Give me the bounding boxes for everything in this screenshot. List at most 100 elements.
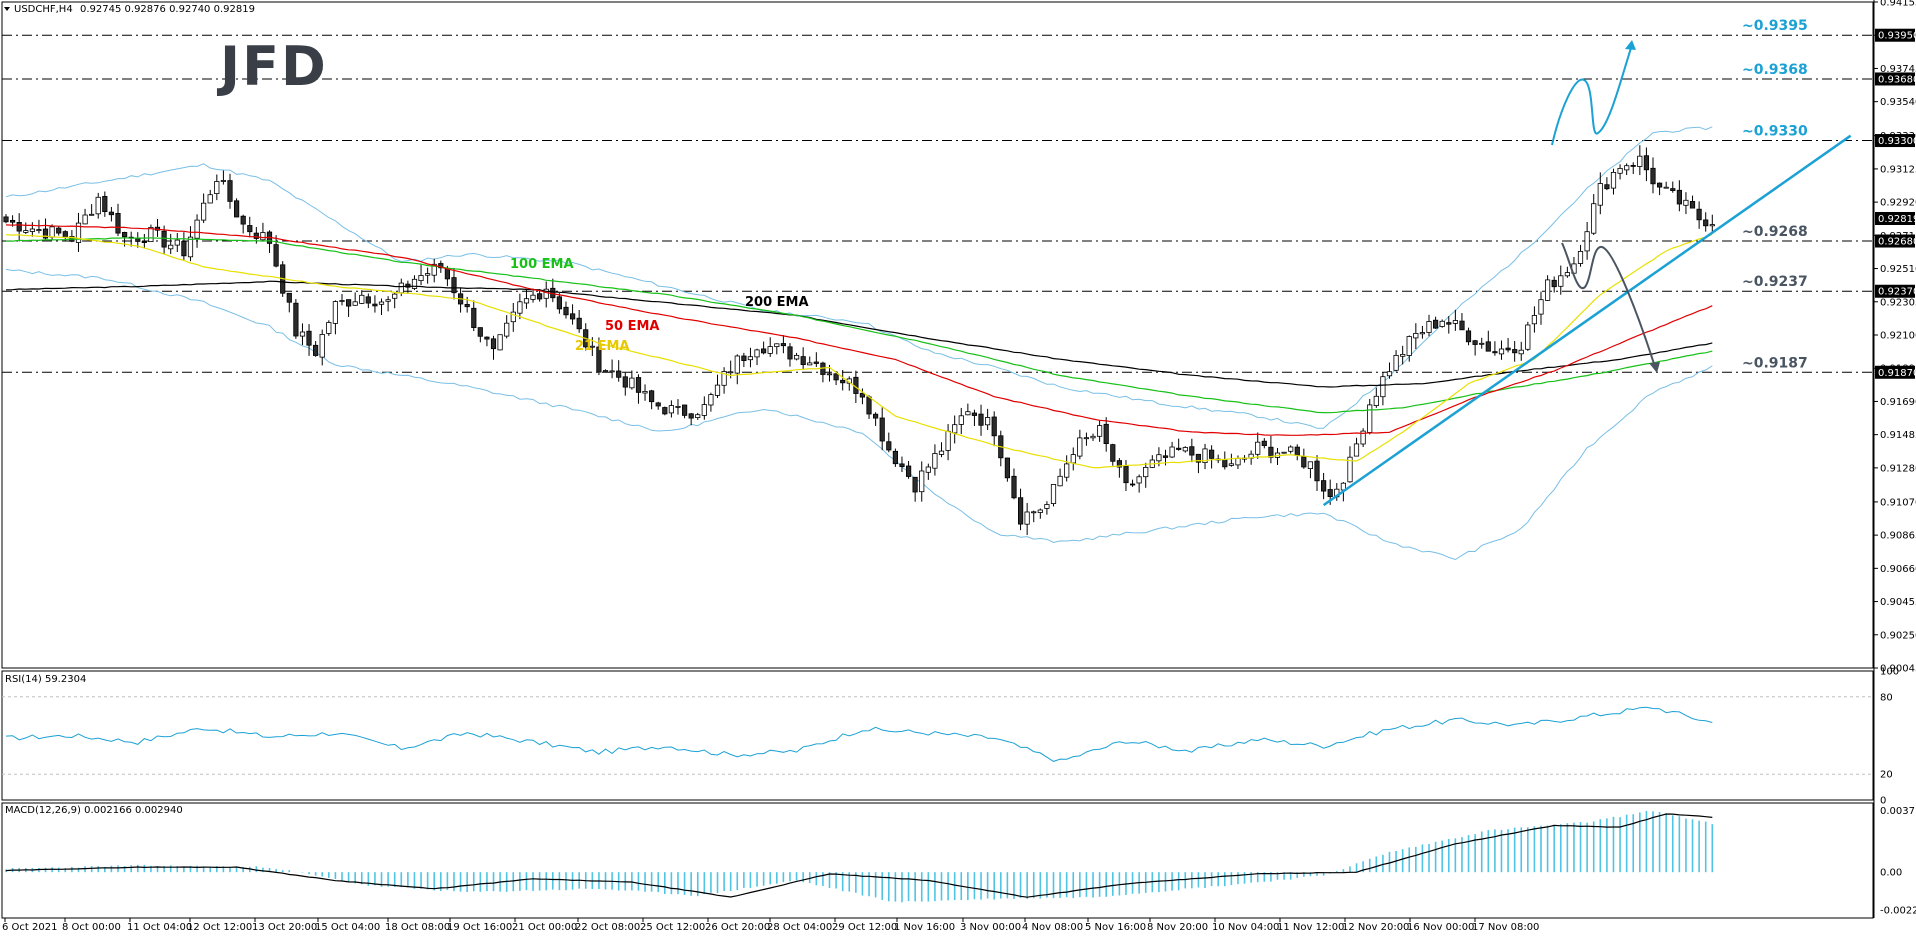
candle-body [306, 330, 312, 346]
candle-body [1617, 167, 1623, 174]
candle-body [945, 430, 951, 451]
candle-body [1123, 465, 1129, 484]
candle-body [1406, 336, 1412, 356]
candle-body [1558, 275, 1564, 287]
candle-body [780, 343, 787, 347]
candle-body [688, 413, 694, 419]
candle-body [616, 370, 622, 378]
candle-body [233, 200, 240, 218]
candle-body [1169, 446, 1175, 458]
price-tick-label: 0.92305 [1880, 297, 1916, 308]
candle-body [1162, 455, 1169, 458]
candle-body [747, 356, 754, 361]
candle-body [1670, 188, 1676, 192]
candle-body [1413, 332, 1419, 339]
time-tick-label: 4 Nov 08:00 [1022, 922, 1083, 933]
candle-body [464, 303, 470, 308]
rsi-tick-label: 20 [1880, 770, 1893, 781]
time-tick-label: 3 Nov 00:00 [960, 922, 1021, 933]
candle-body [207, 194, 213, 204]
candle-body [16, 221, 22, 232]
candle-body [576, 317, 582, 330]
candle-body [444, 268, 451, 280]
candle-body [29, 228, 36, 232]
price-tick-label: 0.93125 [1880, 164, 1916, 175]
ema-label: 100 EMA [510, 257, 574, 272]
rsi-line [5, 706, 1713, 762]
candle-body [1380, 376, 1386, 398]
candle-body [1228, 463, 1234, 466]
candle-body [312, 344, 319, 356]
bullish-projection-arrow [1551, 44, 1633, 146]
candle-body [866, 396, 872, 415]
candle-body [1419, 332, 1425, 335]
candle-body [471, 307, 477, 328]
candle-body [1604, 184, 1610, 190]
candle-body [1400, 353, 1406, 357]
candle-body [1360, 430, 1366, 445]
candle-body [859, 392, 866, 398]
candle-body [1472, 340, 1478, 345]
candle-body [484, 336, 490, 340]
candle-body [1551, 279, 1557, 288]
candle-body [1446, 322, 1452, 325]
candle-body [1143, 466, 1149, 478]
candle-body [1518, 349, 1524, 355]
candle-body [635, 377, 642, 393]
candle-body [800, 356, 806, 366]
level-axis-label: 0.91870 [1878, 368, 1916, 379]
candle-body [1070, 454, 1076, 464]
rsi-pane: 100 80 20 0 [1, 667, 1899, 807]
ema-label: 200 EMA [745, 295, 809, 310]
candle-body [1689, 200, 1696, 209]
level-axis-label: 0.93950 [1878, 31, 1916, 42]
candle-body [1657, 182, 1663, 188]
candle-body [339, 300, 345, 302]
candle-body [1426, 321, 1432, 333]
bollinger-upper [5, 126, 1713, 429]
candle-body [761, 348, 767, 354]
candle-body [345, 299, 352, 307]
candle-body [9, 219, 16, 223]
ema-50-line [5, 224, 1713, 436]
candle-body [148, 226, 154, 242]
candle-body [1090, 435, 1096, 439]
candle-body [668, 405, 675, 414]
time-tick-label: 11 Oct 04:00 [127, 922, 192, 933]
candle-body [1663, 186, 1669, 189]
candle-body [892, 450, 899, 465]
candle-body [1294, 446, 1300, 457]
jfd-logo: JFD [216, 35, 326, 98]
candle-body [411, 278, 418, 289]
candle-body [95, 196, 101, 215]
candle-body [299, 331, 306, 337]
candle-body [1439, 320, 1445, 327]
candle-body [1512, 349, 1518, 354]
candle-body [971, 412, 978, 416]
candle-body [161, 230, 167, 248]
candle-body [517, 301, 523, 314]
candle-body [774, 343, 780, 347]
main-pane [1, 1, 1874, 669]
price-tick-label: 0.93745 [1880, 64, 1916, 75]
candle-body [1321, 480, 1327, 492]
level-annotation: ~0.9330 [1742, 124, 1808, 140]
candle-body [642, 390, 648, 394]
dropdown-icon[interactable] [4, 7, 10, 11]
candle-body [510, 311, 516, 323]
ema-21-line [5, 233, 1713, 469]
candle-body [365, 296, 371, 304]
candle-body [570, 313, 576, 320]
bullish-arrowhead [1625, 40, 1636, 50]
candle-body [807, 362, 813, 366]
candle-body [1584, 231, 1590, 252]
candle-body [734, 355, 740, 374]
candle-body [1465, 330, 1472, 343]
time-tick-label: 6 Oct 2021 [2, 922, 57, 933]
main-pane-frame [1, 1, 1874, 669]
time-tick-label: 8 Nov 20:00 [1147, 922, 1208, 933]
price-tick-label: 0.94155 [1880, 0, 1916, 9]
